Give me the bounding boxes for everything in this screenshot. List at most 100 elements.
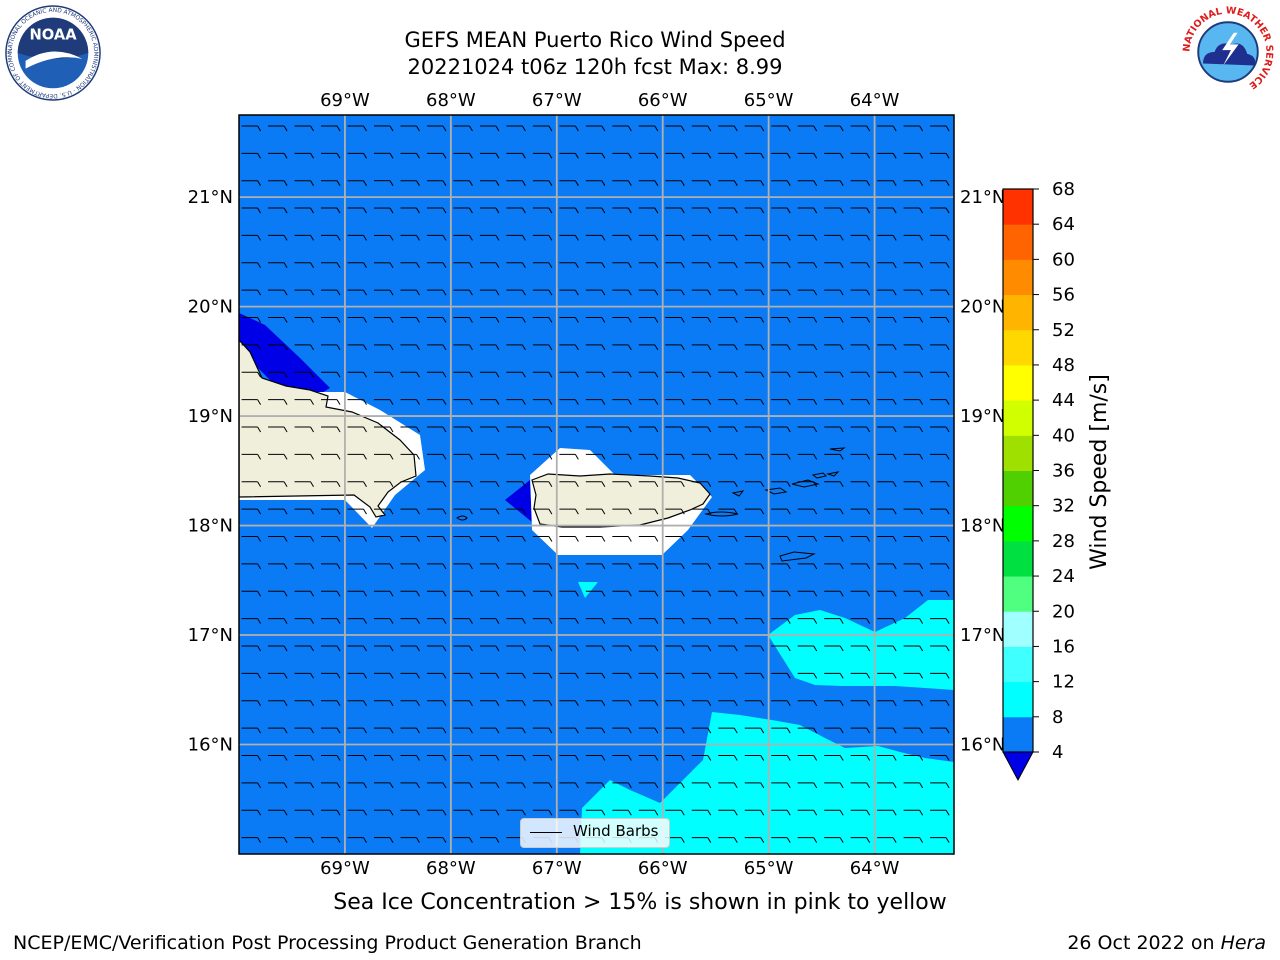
wind-barb-flag — [548, 153, 553, 159]
wind-barb — [506, 809, 526, 816]
wind-barb-flag — [892, 344, 897, 351]
wind-barb — [585, 563, 606, 570]
wind-barb — [321, 152, 341, 159]
wind-barb-flag — [707, 399, 712, 405]
wind-barb — [400, 180, 420, 186]
wind-8-12-area-small — [578, 582, 598, 598]
wind-barb — [824, 180, 844, 186]
wind-barb-flag — [839, 454, 844, 460]
wind-barb — [479, 590, 500, 597]
wind-barb-flag — [945, 618, 950, 624]
wind-barb-flag — [495, 125, 500, 132]
wind-barb-flag — [601, 481, 606, 488]
wind-barb — [268, 399, 288, 405]
wind-barb-flag — [601, 399, 606, 405]
wind-barb — [321, 262, 341, 269]
wind-barb — [321, 837, 341, 843]
wind-barbs-legend: Wind Barbs — [520, 818, 670, 848]
wind-barb-flag — [839, 809, 844, 816]
wind-barb-flag — [839, 673, 844, 679]
wind-barb — [400, 782, 420, 789]
wind-barb — [824, 207, 844, 214]
wind-barb — [691, 317, 712, 323]
wind-barb-flag — [654, 125, 659, 132]
wind-barb — [532, 618, 553, 624]
wind-barb — [426, 508, 447, 515]
wind-barb — [321, 563, 341, 570]
wind-barb — [638, 618, 659, 624]
wind-barb-flag — [760, 399, 765, 405]
colorbar-tick-label: 48 — [1052, 355, 1075, 376]
wind-barb-flag — [654, 645, 659, 652]
wind-barb — [559, 289, 579, 296]
wind-barb-flag — [786, 782, 791, 789]
wind-barb — [479, 426, 500, 433]
wind-barb-flag — [495, 289, 500, 296]
wind-barb — [585, 371, 606, 378]
wind-barb — [585, 700, 606, 706]
wind-barb-flag — [707, 207, 712, 214]
wind-barb-flag — [442, 235, 447, 241]
wind-barb-flag — [813, 755, 818, 761]
wind-barb — [585, 453, 606, 460]
wind-barb-flag — [416, 837, 420, 843]
wind-barb-flag — [627, 289, 632, 296]
wind-barb — [850, 645, 871, 652]
wind-barb-flag — [680, 563, 685, 570]
wind-barb-flag — [945, 755, 950, 761]
wind-barb — [691, 481, 712, 488]
wind-barb — [877, 700, 897, 706]
wind-barb — [612, 754, 632, 761]
wind-barb-flag — [363, 563, 367, 570]
wind-barb-flag — [760, 153, 765, 159]
colorbar-tick-label: 20 — [1052, 601, 1075, 622]
wind-barb — [559, 399, 579, 405]
wind-barb — [453, 289, 473, 296]
wind-barb — [479, 727, 500, 734]
wind-barb-flag — [257, 536, 262, 542]
wind-barb-flag — [680, 207, 685, 214]
wind-barb-flag — [574, 536, 579, 542]
wind-barb — [294, 700, 314, 706]
wind-barb-flag — [760, 454, 765, 460]
wind-barb-flag — [786, 837, 791, 843]
wind-barb — [321, 207, 341, 214]
wind-barb — [930, 837, 950, 843]
wind-barb — [585, 618, 606, 624]
wind-barb — [506, 481, 526, 488]
wind-barb — [374, 207, 394, 214]
wind-barb-flag — [786, 481, 791, 488]
wind-barb-flag — [707, 809, 712, 816]
wind-barb — [638, 234, 659, 241]
wind-barb-flag — [257, 618, 262, 624]
wind-barb-flag — [389, 645, 394, 652]
wind-barb — [321, 399, 341, 405]
wind-barb-flag — [389, 262, 394, 269]
wind-barb — [930, 809, 950, 816]
wind-barb-flag — [601, 700, 606, 706]
wind-barb — [930, 399, 950, 405]
colorbar-tick-label: 32 — [1052, 496, 1075, 517]
wind-barb-flag — [548, 645, 553, 652]
wind-barb — [268, 481, 288, 488]
lon-tick-label-top: 69°W — [320, 90, 370, 111]
wind-barb — [321, 344, 341, 351]
wind-barb — [877, 152, 897, 159]
wind-barb — [241, 453, 262, 460]
wind-barb — [797, 180, 818, 186]
wind-barb — [903, 700, 924, 706]
wind-barb — [268, 754, 288, 761]
wind-barb-flag — [442, 563, 447, 570]
wind-barb-flag — [839, 727, 844, 734]
wind-barb-flag — [574, 372, 579, 378]
wind-barb-flag — [866, 372, 871, 378]
mona-island — [456, 515, 468, 521]
wind-barb — [903, 125, 924, 132]
wind-barb — [321, 645, 341, 652]
wind-barb — [268, 207, 288, 214]
wind-barb — [506, 426, 526, 433]
wind-barb-flag — [495, 536, 500, 542]
wind-barb — [612, 426, 632, 433]
wind-barb — [771, 754, 791, 761]
wind-barb — [718, 371, 738, 378]
